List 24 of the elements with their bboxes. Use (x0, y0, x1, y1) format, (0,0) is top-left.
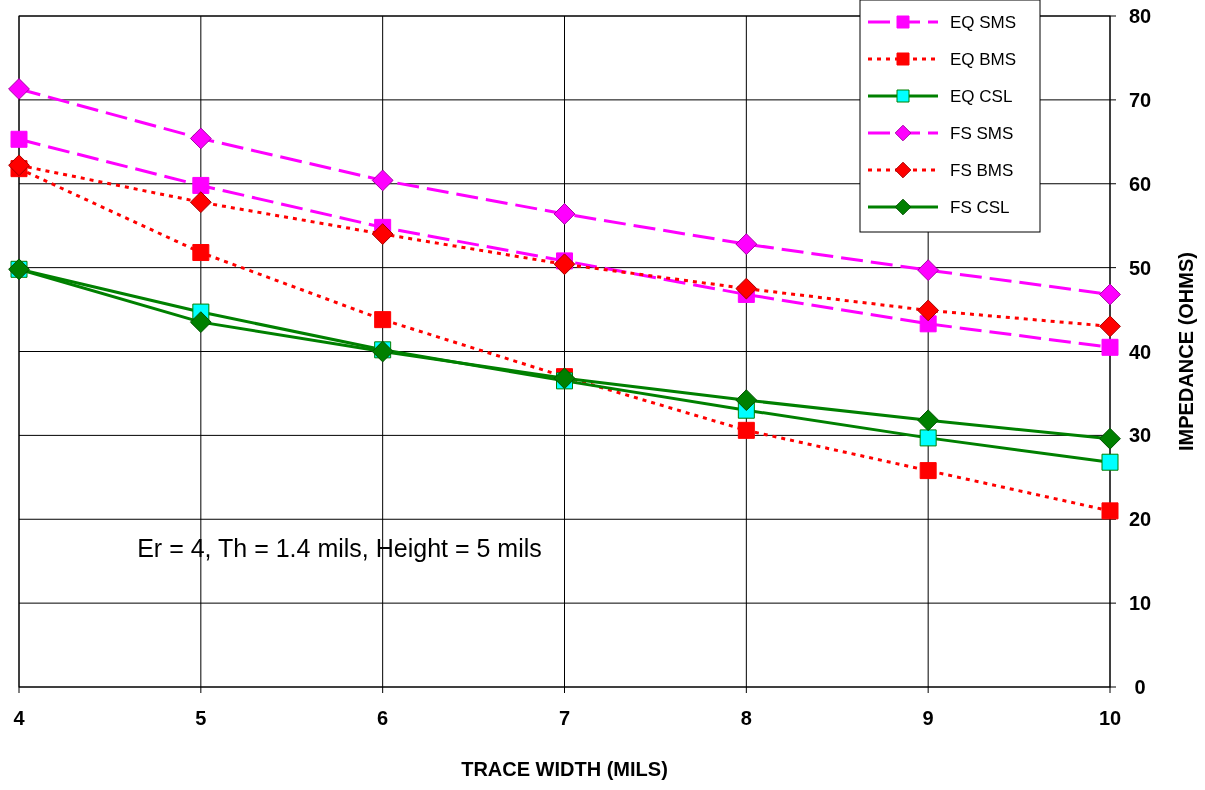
x-tick-label: 9 (922, 707, 934, 729)
y-tick-label: 10 (1128, 592, 1152, 615)
legend-label: FS SMS (950, 124, 1014, 143)
x-tick-label: 10 (1098, 707, 1122, 729)
x-tick-label: 4 (13, 707, 26, 729)
legend-label: EQ CSL (950, 87, 1013, 106)
x-axis-title: TRACE WIDTH (MILS) (461, 758, 668, 780)
y-tick-label: 30 (1128, 424, 1152, 447)
y-tick-label: 70 (1128, 88, 1152, 111)
x-tick-label: 5 (195, 707, 207, 729)
y-axis-title: IMPEDANCE (OHMS) (1175, 252, 1197, 451)
legend-label: FS BMS (950, 161, 1014, 180)
y-tick-label: 50 (1128, 256, 1152, 279)
y-tick-label: 40 (1128, 340, 1152, 363)
x-tick-label: 6 (377, 707, 389, 729)
legend-label: FS CSL (950, 198, 1010, 217)
y-tick-label: 0 (1134, 676, 1146, 698)
legend-label: EQ SMS (950, 13, 1017, 32)
y-tick-label: 60 (1128, 172, 1152, 195)
y-tick-label: 80 (1128, 5, 1152, 27)
x-tick-label: 7 (558, 707, 571, 729)
x-tick-label: 8 (740, 707, 752, 729)
legend-label: EQ BMS (950, 50, 1017, 69)
y-tick-label: 20 (1128, 508, 1152, 531)
